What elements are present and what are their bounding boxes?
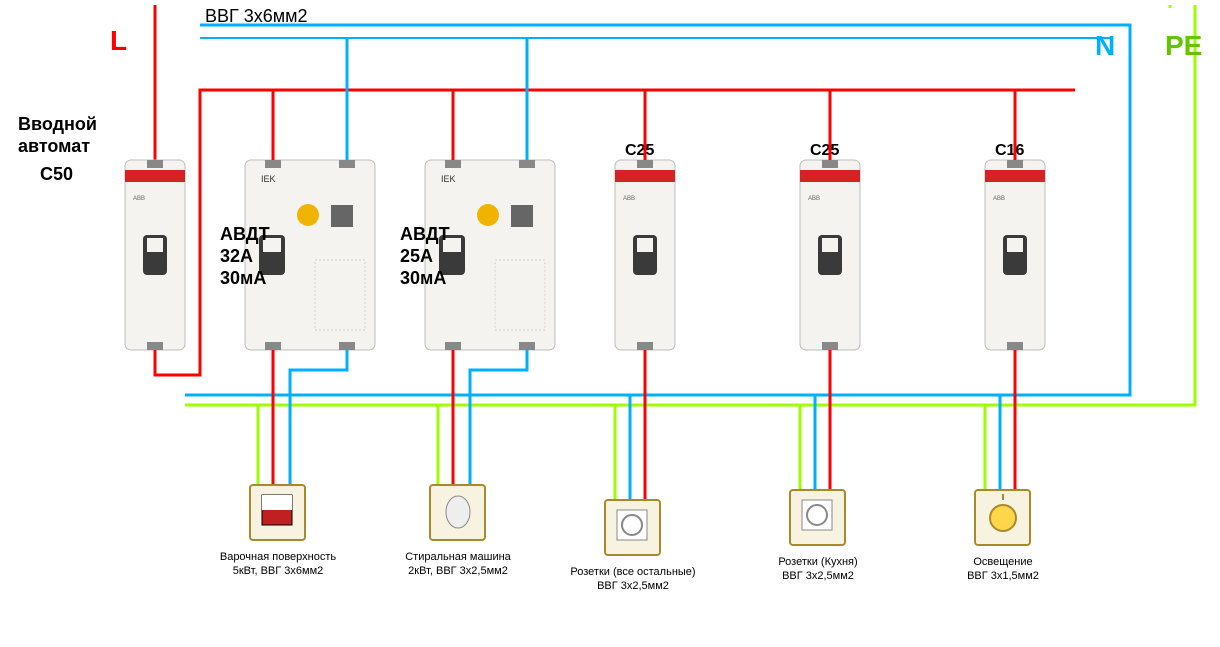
load-kitchen-l1: Розетки (Кухня) — [778, 556, 857, 568]
device-c25b — [800, 160, 860, 350]
label-n: N — [1095, 30, 1115, 61]
main-breaker — [125, 160, 185, 350]
label-l: L — [110, 25, 127, 56]
label-pe: PE — [1165, 30, 1202, 61]
label-cable-top: ВВГ 3х6мм2 — [205, 6, 308, 26]
device-avdt32-l2: 32А — [220, 246, 253, 266]
load-hob-l1: Варочная поверхность — [220, 551, 337, 563]
device-c16 — [985, 160, 1045, 350]
load-light-l1: Освещение — [973, 556, 1032, 568]
device-avdt25-l3: 30мА — [400, 268, 446, 288]
device-avdt25 — [425, 160, 555, 350]
load-washer-l1: Стиральная машина — [405, 551, 511, 563]
device-avdt32-l3: 30мА — [220, 268, 266, 288]
main-breaker-title-2: автомат — [18, 136, 90, 156]
device-avdt32-l1: АВДТ — [220, 224, 270, 244]
load-sockets-l1: Розетки (все остальные) — [570, 566, 695, 578]
device-avdt25-l2: 25А — [400, 246, 433, 266]
main-breaker-rating: C50 — [40, 164, 73, 184]
load-hob-l2: 5кВт, ВВГ 3х6мм2 — [233, 565, 324, 577]
load-washer-l2: 2кВт, ВВГ 3х2,5мм2 — [408, 565, 508, 577]
device-c25b-label: C25 — [810, 142, 839, 159]
load-sockets-l2: ВВГ 3х2,5мм2 — [597, 580, 669, 592]
main-breaker-title-1: Вводной — [18, 114, 97, 134]
wiring-diagram: ABB IEK L N PE — [0, 0, 1220, 647]
device-avdt25-l1: АВДТ — [400, 224, 450, 244]
device-c25a-label: C25 — [625, 142, 654, 159]
load-light-l2: ВВГ 3х1,5мм2 — [967, 570, 1039, 582]
device-avdt32 — [245, 160, 375, 350]
load-kitchen-l2: ВВГ 3х2,5мм2 — [782, 570, 854, 582]
device-c16-label: C16 — [995, 142, 1024, 159]
device-c25a — [615, 160, 675, 350]
